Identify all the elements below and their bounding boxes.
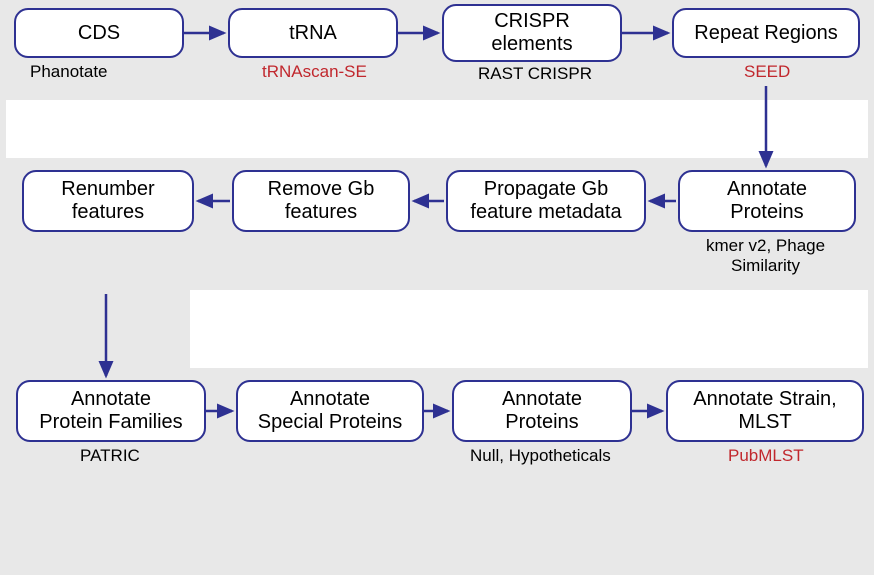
flowchart-node-crispr: CRISPR elements <box>442 4 622 62</box>
node-label: tRNA <box>289 22 337 45</box>
flowchart-node-propgb: Propagate Gb feature metadata <box>446 170 646 232</box>
flowchart-node-trna: tRNA <box>228 8 398 58</box>
flowchart-node-mlst: Annotate Strain, MLST <box>666 380 864 442</box>
node-sublabel-annprot1: kmer v2, Phage Similarity <box>706 236 825 276</box>
node-sublabel-cds: Phanotate <box>30 62 108 82</box>
flowchart-node-cds: CDS <box>14 8 184 58</box>
node-sublabel-annprot2: Null, Hypotheticals <box>470 446 611 466</box>
flowchart-node-annspec: Annotate Special Proteins <box>236 380 424 442</box>
flowchart-node-annprot2: Annotate Proteins <box>452 380 632 442</box>
node-sublabel-annfam: PATRIC <box>80 446 140 466</box>
node-sublabel-trna: tRNAscan-SE <box>262 62 367 82</box>
node-label: Annotate Strain, MLST <box>693 388 836 434</box>
node-label: CDS <box>78 22 120 45</box>
node-label: Annotate Protein Families <box>39 388 182 434</box>
node-label: Propagate Gb feature metadata <box>470 178 621 224</box>
white-strip <box>190 290 868 368</box>
white-strip <box>6 100 868 158</box>
flowchart-node-annfam: Annotate Protein Families <box>16 380 206 442</box>
node-label: Renumber features <box>61 178 154 224</box>
flowchart-node-annprot1: Annotate Proteins <box>678 170 856 232</box>
node-sublabel-mlst: PubMLST <box>728 446 804 466</box>
flowchart-node-renumber: Renumber features <box>22 170 194 232</box>
flowchart-node-removegb: Remove Gb features <box>232 170 410 232</box>
node-sublabel-repeat: SEED <box>744 62 790 82</box>
node-label: Annotate Proteins <box>727 178 807 224</box>
node-sublabel-crispr: RAST CRISPR <box>478 64 592 84</box>
node-label: Annotate Special Proteins <box>258 388 403 434</box>
flowchart-node-repeat: Repeat Regions <box>672 8 860 58</box>
node-label: Annotate Proteins <box>502 388 582 434</box>
node-label: CRISPR elements <box>491 10 572 56</box>
node-label: Repeat Regions <box>694 22 837 45</box>
node-label: Remove Gb features <box>268 178 375 224</box>
